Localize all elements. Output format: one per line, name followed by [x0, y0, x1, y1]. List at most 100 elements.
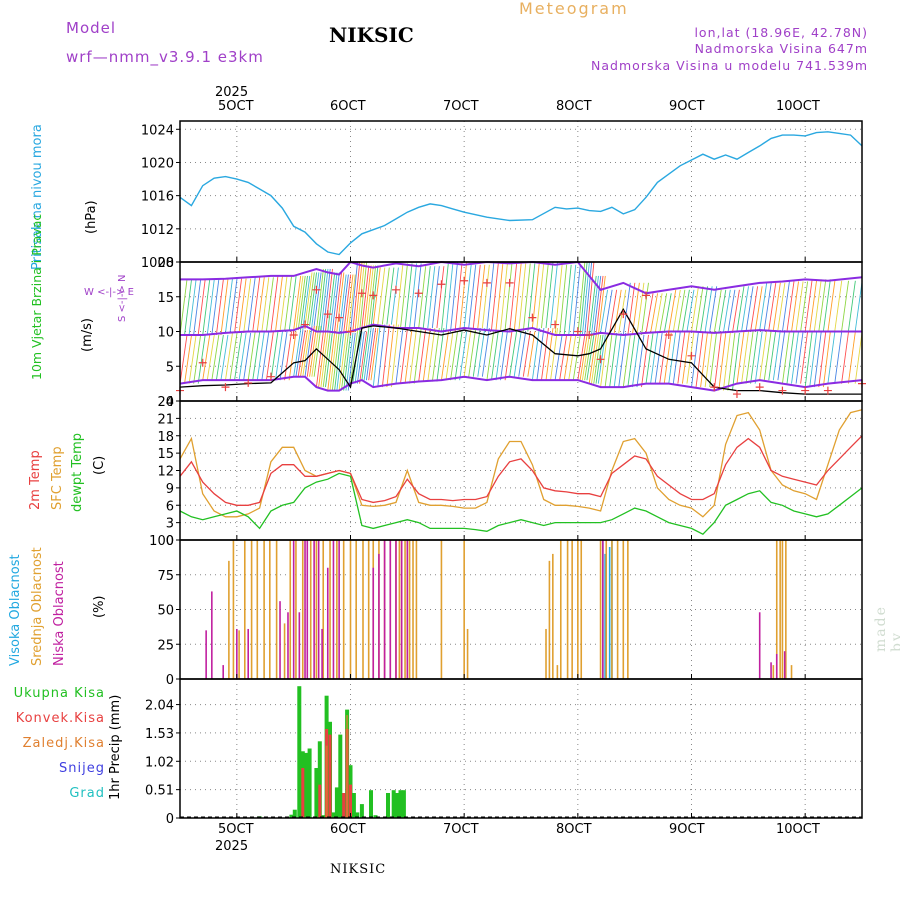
wind-direction-barb: [741, 331, 749, 384]
wind-direction-barb: [841, 331, 849, 384]
wind-direction-barb: [854, 331, 863, 384]
wind-gust-marker: [289, 330, 298, 339]
wind-gust-marker: [369, 291, 378, 300]
precip-conv-bar: [328, 734, 332, 818]
wind-direction-barb: [450, 331, 458, 381]
wind-direction-barb: [404, 263, 413, 329]
wind-direction-barb: [691, 331, 699, 388]
wind-direction-barb: [834, 280, 843, 332]
wind-direction-barb: [709, 331, 718, 388]
wind-direction-barb: [654, 332, 663, 384]
wind-direction-barb: [313, 325, 322, 377]
meteogram-label: Meteogram: [519, 0, 629, 18]
wind-direction-barb: [179, 279, 188, 336]
wind-direction-barb: [454, 331, 463, 381]
wind-gust-marker: [346, 327, 355, 336]
wind-direction-barb: [727, 332, 736, 391]
wind-direction-barb: [522, 331, 531, 377]
wind-speed-line: [179, 307, 862, 395]
precip-total-bar: [395, 793, 400, 818]
wind-direction-barb: [334, 272, 343, 332]
wind-direction-barb: [206, 334, 215, 381]
wind-direction-barb: [211, 279, 220, 336]
wind-direction-barb: [304, 272, 313, 326]
precip-frozen-bar: [325, 745, 328, 818]
wind-direction-barb: [763, 330, 772, 381]
wind-direction-barb: [409, 263, 418, 329]
wind-direction-barb: [400, 263, 408, 329]
wind-direction-barb: [368, 327, 377, 381]
wind-direction-barb: [309, 325, 318, 377]
wind-direction-barb: [450, 261, 458, 332]
wind-gust-marker: [357, 289, 366, 298]
wind-direction-barb: [409, 327, 418, 384]
y-tick-label: 1.02: [145, 755, 174, 770]
wind-direction-barb: [279, 275, 288, 332]
wind-direction-barb: [184, 334, 192, 384]
y-tick-label: 2.04: [145, 699, 174, 714]
wind-direction-barb: [243, 332, 252, 381]
station-title: NIKSIC: [329, 23, 414, 47]
wind-gust-marker: [642, 291, 651, 300]
wind-direction-barb: [404, 327, 413, 384]
wind-gust-marker: [528, 313, 537, 322]
wind-direction-barb: [436, 327, 445, 382]
wind-direction-barb: [813, 331, 822, 388]
wind-direction-barb: [325, 331, 333, 388]
wind-direction-barb: [347, 274, 356, 333]
wind-direction-barb: [302, 275, 311, 331]
compass-label: W <-|-> E: [84, 287, 134, 298]
wind-direction-barb: [309, 272, 318, 326]
y-tick-label: 50: [157, 604, 174, 619]
wind-direction-barb: [440, 261, 449, 332]
wind-direction-barb: [331, 272, 340, 332]
wind-direction-barb: [211, 334, 220, 381]
wind-direction-barb: [650, 293, 659, 333]
precip-legend-conv: Konvek.Kisa: [15, 711, 105, 726]
wind-direction-barb: [777, 330, 786, 381]
wind-direction-barb: [368, 265, 377, 329]
wind-direction-barb: [338, 332, 347, 391]
t2m-line: [179, 435, 863, 506]
wind-direction-barb: [381, 324, 390, 388]
wind-direction-barb: [586, 334, 595, 381]
precip-total-bar: [289, 814, 294, 818]
wind-direction-barb: [672, 289, 681, 332]
wind-direction-barb: [727, 289, 736, 333]
wind-direction-barb: [827, 280, 836, 332]
wind-direction-barb: [193, 279, 202, 336]
wind-gust-marker: [732, 390, 741, 399]
wind-direction-barb: [695, 286, 704, 332]
wind-direction-barb: [261, 277, 270, 332]
wind-direction-barb: [613, 289, 622, 333]
wind-direction-barb: [668, 289, 677, 332]
y-tick-label: 12: [157, 465, 174, 480]
wind-direction-barb: [327, 331, 336, 391]
wind-direction-barb: [577, 261, 586, 336]
precip-conv-bar: [349, 784, 352, 818]
wind-direction-barb: [359, 261, 368, 332]
day-label-bottom: 9OCT: [669, 822, 705, 837]
y-tick-label: 21: [157, 412, 174, 427]
wind-direction-barb: [284, 275, 293, 332]
wind-direction-barb: [809, 331, 818, 388]
wind-direction-barb: [463, 327, 472, 377]
wind-direction-barb: [381, 267, 390, 325]
wind-direction-barb: [504, 330, 513, 381]
wind-direction-barb: [315, 331, 324, 388]
wind-direction-barb: [568, 334, 577, 381]
wind-direction-barb: [527, 331, 536, 377]
wind-direction-barb: [584, 334, 593, 381]
wind-direction-barb: [509, 263, 518, 332]
wind-direction-barb: [627, 282, 636, 336]
wind-direction-barb: [641, 282, 649, 336]
wind-direction-barb: [347, 332, 356, 391]
wind-direction-barb: [431, 327, 440, 382]
wind-direction-barb: [736, 286, 745, 332]
wind-direction-barb: [481, 264, 490, 329]
wind-direction-barb: [609, 332, 618, 388]
wind-direction-barb: [604, 332, 613, 388]
precip-total-bar: [297, 686, 302, 818]
wind-direction-barb: [418, 266, 427, 329]
wind-direction-barb: [459, 261, 468, 332]
